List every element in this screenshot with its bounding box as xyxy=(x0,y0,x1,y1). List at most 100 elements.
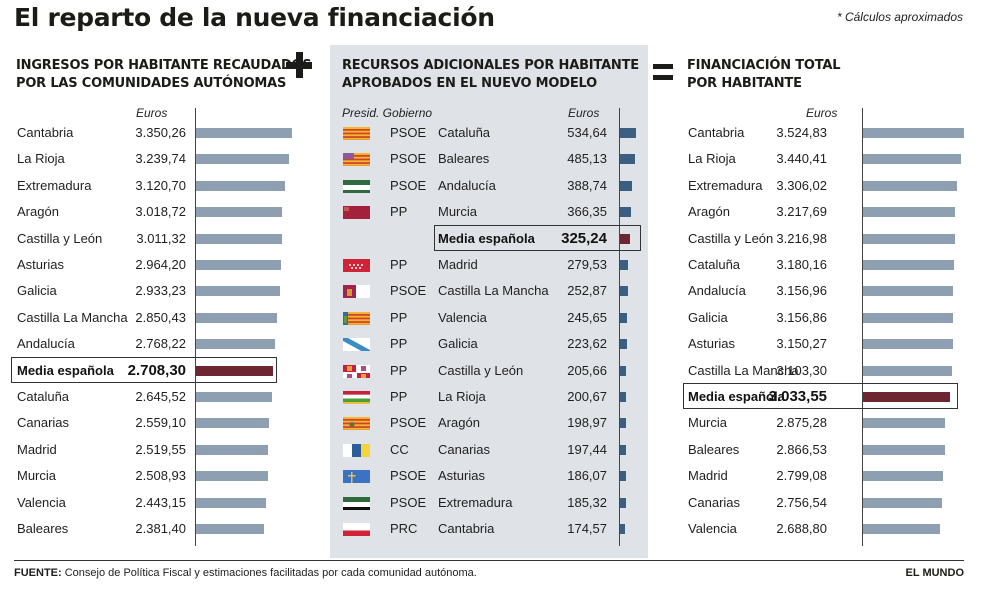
value-label: 2.866,53 xyxy=(776,441,827,457)
bar-row-canarias: Canarias 2.756,54 xyxy=(687,490,987,516)
party-label: PP xyxy=(390,362,408,378)
category-label: Galicia xyxy=(438,336,478,352)
bar-row-aragon: PSOE Aragón 198,97 xyxy=(343,410,643,436)
party-label: PP xyxy=(390,309,408,325)
value-label: 2.381,40 xyxy=(135,521,186,536)
category-label: Cantabria xyxy=(688,125,745,140)
value-label: 198,97 xyxy=(567,415,607,431)
value-label: 245,65 xyxy=(567,309,607,325)
castilla-y-leon-flag-icon xyxy=(343,363,370,378)
average-row: Media española 3.033,55 xyxy=(687,384,987,410)
bar-row-asturias: Asturias 2.964,20 xyxy=(16,252,316,278)
castilla-la-mancha-flag-icon xyxy=(343,283,370,299)
source-note: FUENTE: Consejo de Política Fiscal y est… xyxy=(14,567,477,579)
value-label: 3.239,74 xyxy=(135,151,186,167)
party-label: PSOE xyxy=(390,468,427,484)
value-label: 3.306,02 xyxy=(776,177,827,193)
bar-row-la-rioja: PP La Rioja 200,67 xyxy=(343,384,643,410)
bar-row-valencia: PP Valencia 245,65 xyxy=(343,305,643,331)
value-label: 197,44 xyxy=(567,441,607,457)
bar-row-cantabria: Cantabria 3.350,26 xyxy=(16,120,316,146)
brand-logo: EL MUNDO xyxy=(905,567,964,579)
category-label: Media española xyxy=(438,230,535,246)
section-title-line: FINANCIACIÓN TOTAL xyxy=(687,58,841,73)
bar-row-canarias: CC Canarias 197,44 xyxy=(343,437,643,463)
bar-row-andalucia: PSOE Andalucía 388,74 xyxy=(343,173,643,199)
category-label: Valencia xyxy=(688,521,737,536)
category-label: Murcia xyxy=(438,204,478,220)
category-label: Cantabria xyxy=(17,125,74,140)
category-label: Cantabria xyxy=(438,521,495,536)
party-label: PSOE xyxy=(390,494,427,510)
value-label: 3.440,41 xyxy=(776,151,827,167)
category-label: Extremadura xyxy=(688,177,763,193)
bar-row-castilla-la-mancha: Castilla La Mancha 3.103,30 xyxy=(687,358,987,384)
value-label: 3.524,83 xyxy=(776,125,827,140)
bar-andalucia xyxy=(196,339,276,350)
average-row: Media española 325,24 xyxy=(343,226,643,252)
category-label: Castilla La Mancha xyxy=(688,362,799,378)
category-label: Canarias xyxy=(688,494,741,510)
bar-row-castilla-la-mancha: PSOE Castilla La Mancha 252,87 xyxy=(343,278,643,304)
bar-galicia xyxy=(863,312,954,323)
bar-valencia xyxy=(863,524,940,534)
category-label: Aragón xyxy=(438,415,480,431)
category-label: Canarias xyxy=(438,441,491,457)
average-bar xyxy=(863,392,950,402)
average-highlight-box xyxy=(434,224,641,251)
category-label: Castilla y León xyxy=(688,230,774,246)
bar-andalucia xyxy=(620,180,632,191)
bar-cataluna xyxy=(196,392,272,402)
bar-asturias xyxy=(863,339,953,350)
category-label: Cataluña xyxy=(17,389,70,404)
bar-madrid xyxy=(620,260,629,270)
bar-row-galicia: Galicia 2.933,23 xyxy=(16,278,316,304)
bar-aragon xyxy=(863,207,955,218)
category-label: Galicia xyxy=(17,283,57,299)
cataluna-flag-icon xyxy=(343,125,370,140)
value-label: 223,62 xyxy=(567,336,607,352)
category-label: Madrid xyxy=(688,468,728,484)
bar-row-canarias: Canarias 2.559,10 xyxy=(16,410,316,436)
unit-label-total: Euros xyxy=(806,106,838,120)
bar-row-valencia: Valencia 2.688,80 xyxy=(687,516,987,542)
category-label: Madrid xyxy=(17,441,57,457)
bar-row-madrid: Madrid 2.519,55 xyxy=(16,437,316,463)
bar-extremadura xyxy=(620,497,626,508)
bar-row-galicia: PP Galicia 223,62 xyxy=(343,331,643,357)
source-label: FUENTE: xyxy=(14,567,62,579)
bar-baleares xyxy=(863,444,945,455)
value-label: 2.645,52 xyxy=(135,389,186,404)
bar-row-la-rioja: La Rioja 3.440,41 xyxy=(687,146,987,172)
bar-murcia xyxy=(196,471,268,482)
bar-row-murcia: PP Murcia 366,35 xyxy=(343,199,643,225)
average-highlight-box xyxy=(11,356,277,383)
bar-cantabria xyxy=(620,524,626,534)
category-label: Madrid xyxy=(438,257,478,272)
bar-extremadura xyxy=(863,180,958,191)
party-label: PP xyxy=(390,336,408,352)
value-label: 2.964,20 xyxy=(135,257,186,272)
category-label: Aragón xyxy=(688,204,730,220)
bar-asturias xyxy=(620,471,626,482)
bar-murcia xyxy=(620,207,631,218)
value-label: 252,87 xyxy=(567,283,607,299)
bar-row-cataluna: Cataluña 2.645,52 xyxy=(16,384,316,410)
category-label: Andalucía xyxy=(17,336,75,352)
footer-divider xyxy=(14,560,964,561)
category-label: Asturias xyxy=(17,257,64,272)
category-label: Extremadura xyxy=(438,494,513,510)
category-label: Canarias xyxy=(17,415,70,431)
average-row: Media española 2.708,30 xyxy=(16,358,316,384)
section-title-line: APROBADOS EN EL NUEVO MODELO xyxy=(342,76,597,91)
bar-row-valencia: Valencia 2.443,15 xyxy=(16,490,316,516)
category-label: Valencia xyxy=(17,494,66,510)
category-label: Cataluña xyxy=(438,125,491,140)
bar-row-murcia: Murcia 2.508,93 xyxy=(16,463,316,489)
bar-row-la-rioja: La Rioja 3.239,74 xyxy=(16,146,316,172)
bar-row-cantabria: Cantabria 3.524,83 xyxy=(687,120,987,146)
section-title-total: FINANCIACIÓN TOTAL POR HABITANTE xyxy=(687,57,841,93)
bar-row-castilla-y-leon: Castilla y León 3.216,98 xyxy=(687,226,987,252)
bar-cataluna xyxy=(863,260,954,270)
bar-canarias xyxy=(196,418,270,429)
